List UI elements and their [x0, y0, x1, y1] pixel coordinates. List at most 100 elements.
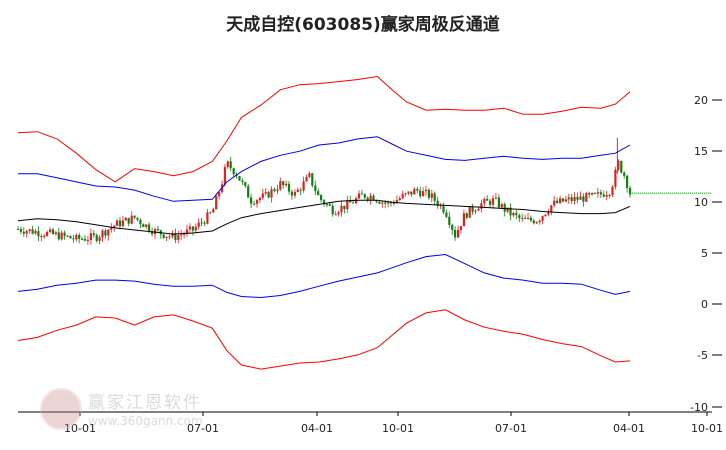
candle-body: [620, 161, 623, 173]
candle-body: [395, 200, 398, 204]
candle-body: [215, 196, 218, 210]
candle-body: [121, 220, 124, 227]
candle-body: [197, 222, 200, 227]
candle-body: [529, 217, 532, 221]
candle-body: [209, 212, 212, 214]
candle-body: [223, 167, 226, 185]
candle-body: [118, 220, 122, 227]
candle-body: [427, 189, 430, 198]
candle-body: [305, 176, 308, 182]
candle-body: [75, 235, 78, 240]
candle-body: [596, 192, 599, 194]
candle-body: [25, 231, 28, 234]
candle-body: [599, 192, 602, 195]
candle-body: [404, 193, 407, 195]
x-tick-label: 04-01: [613, 422, 645, 435]
candle-body: [247, 186, 250, 198]
candle-body: [328, 204, 331, 206]
candle-body: [410, 191, 413, 195]
candle-body: [570, 197, 573, 201]
y-tick-label: -10: [690, 401, 708, 414]
candle-body: [148, 224, 151, 232]
candle-body: [78, 235, 81, 239]
candle-body: [419, 190, 422, 197]
series-line-3: [17, 253, 631, 299]
candle-body: [331, 205, 334, 215]
candle-body: [576, 196, 579, 200]
y-tick-label: 10: [694, 196, 708, 209]
candle-body: [46, 232, 49, 236]
candle-body: [480, 203, 483, 209]
candle-body: [206, 212, 209, 224]
candle-body: [387, 202, 390, 204]
candle-body: [296, 189, 299, 192]
candle-body: [261, 193, 264, 198]
candle-body: [273, 189, 276, 191]
candle-body: [454, 230, 457, 238]
candle-body: [238, 176, 241, 181]
candle-body: [49, 229, 52, 232]
candle-body: [83, 239, 87, 241]
candle-body: [191, 226, 194, 231]
candle-body: [320, 195, 323, 201]
candle-body: [218, 192, 221, 197]
candle-body: [553, 200, 556, 206]
candle-body: [582, 196, 585, 202]
candle-body: [165, 236, 168, 238]
candle-body: [343, 205, 346, 210]
candle-body: [37, 231, 40, 237]
candle-body: [532, 220, 535, 224]
y-tick-label: 20: [694, 94, 708, 107]
candle-body: [177, 235, 180, 240]
candle-body: [130, 215, 133, 224]
candle-body: [366, 197, 369, 200]
candle-body: [617, 161, 620, 170]
candle-body: [535, 222, 538, 224]
candle-body: [107, 229, 110, 236]
candle-body: [101, 230, 104, 238]
candle-body: [81, 238, 84, 240]
candle-body: [614, 169, 617, 187]
candle-body: [51, 229, 55, 234]
candle-body: [573, 196, 576, 201]
candle-body: [276, 189, 279, 191]
candle-body: [559, 198, 562, 203]
candle-body: [270, 189, 273, 198]
candle-body: [104, 230, 107, 236]
y-tick-label: 15: [694, 145, 708, 158]
candle-body: [16, 228, 20, 230]
candle-body: [448, 216, 451, 225]
candle-body: [401, 194, 404, 199]
candle-body: [591, 192, 594, 195]
candle-body: [183, 234, 186, 235]
candle-body: [547, 212, 550, 215]
candle-body: [611, 186, 614, 195]
candle-body: [628, 187, 632, 195]
candle-body: [593, 192, 597, 194]
candle-body: [293, 191, 296, 196]
candle-body: [422, 191, 425, 197]
candle-body: [509, 207, 512, 216]
candle-body: [623, 172, 626, 176]
x-tick-label: 07-01: [187, 422, 219, 435]
candle-body: [72, 238, 75, 240]
candle-body: [136, 217, 139, 220]
watermark: 赢家江恩软件 www.360gann.com: [40, 386, 240, 438]
candle-body: [151, 231, 154, 235]
candle-body: [156, 229, 159, 231]
candle-body: [43, 235, 46, 237]
candle-body: [194, 226, 197, 231]
candle-body: [457, 229, 460, 238]
candle-body: [442, 204, 445, 213]
candle-body: [585, 193, 588, 202]
candle-body: [526, 217, 530, 219]
candle-body: [98, 237, 101, 241]
candle-body: [299, 189, 302, 191]
watermark-name: 赢家江恩软件: [88, 393, 202, 413]
candle-body: [389, 202, 393, 204]
candle-body: [416, 188, 419, 191]
candle-body: [474, 210, 477, 212]
candle-body: [512, 212, 515, 216]
x-tick-label: 10-01: [382, 422, 414, 435]
candle-body: [538, 220, 541, 223]
